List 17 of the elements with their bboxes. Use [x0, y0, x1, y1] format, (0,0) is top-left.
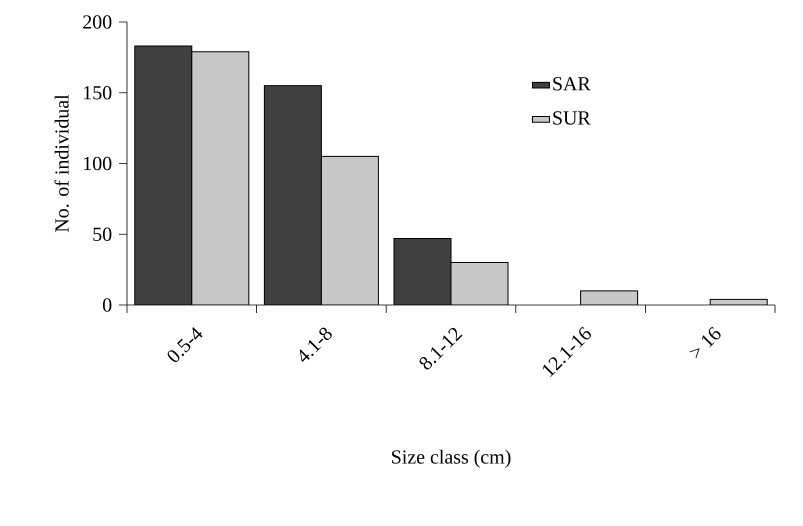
y-tick-label: 0: [102, 298, 112, 312]
x-tick-label: > 16: [689, 326, 721, 358]
y-tick-label: 150: [84, 86, 112, 100]
bar: [450, 262, 509, 305]
bar: [264, 85, 322, 305]
y-tick-label: 50: [93, 228, 112, 241]
y-tick-label: 200: [83, 15, 112, 29]
y-axis-title: No. of individual: [54, 94, 69, 232]
bar: [191, 51, 250, 305]
bar: [320, 156, 379, 305]
bar: [580, 290, 638, 305]
bar: [393, 238, 452, 305]
bar: [134, 46, 192, 305]
legend-label: SAR: [553, 77, 591, 90]
y-tick-label: 100: [84, 156, 112, 170]
x-axis-title: Size class (cm): [392, 450, 510, 468]
legend-label: SUR: [553, 111, 591, 125]
